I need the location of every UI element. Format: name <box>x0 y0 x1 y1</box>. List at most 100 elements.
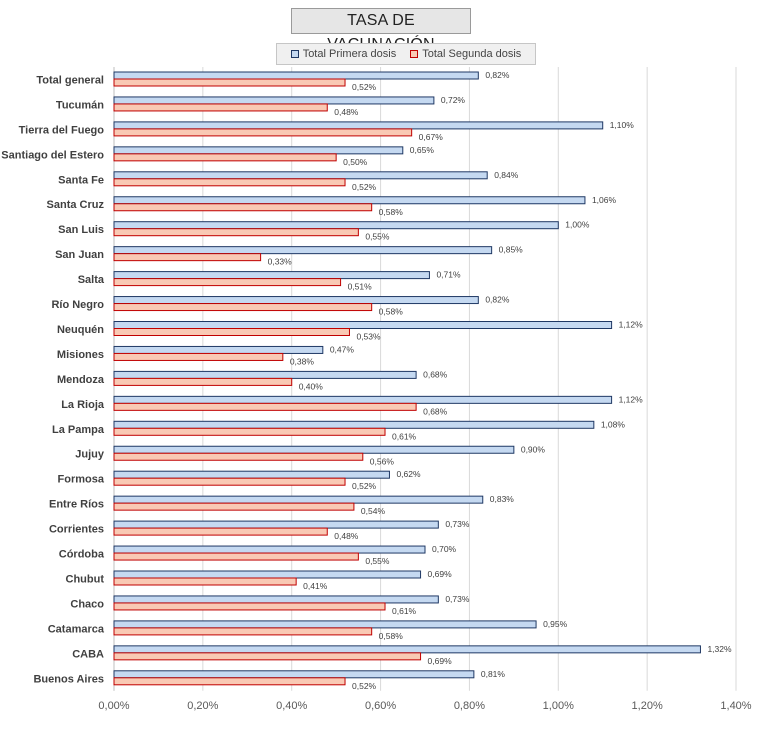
data-label-primera-dosis: 0,62% <box>396 469 421 479</box>
bar-primera-dosis <box>113 570 422 579</box>
data-label-primera-dosis: 1,32% <box>707 644 732 654</box>
data-label-primera-dosis: 0,84% <box>494 170 519 180</box>
data-label-segunda-dosis: 0,50% <box>343 157 368 167</box>
category-label: Chaco <box>70 598 104 610</box>
legend-swatch-segunda <box>410 50 419 58</box>
data-label-primera-dosis: 0,82% <box>485 295 510 305</box>
bar-segunda-dosis <box>113 627 373 636</box>
data-label-segunda-dosis: 0,38% <box>290 356 315 366</box>
bar-primera-dosis <box>113 545 426 554</box>
bar-primera-dosis <box>113 595 439 604</box>
data-label-primera-dosis: 1,08% <box>601 419 626 429</box>
bar-primera-dosis <box>113 370 417 379</box>
bar-segunda-dosis <box>113 402 417 411</box>
bar-primera-dosis <box>113 345 324 354</box>
x-tick-label: 0,80% <box>454 700 485 712</box>
bar-primera-dosis <box>113 196 586 205</box>
data-label-primera-dosis: 0,90% <box>521 444 546 454</box>
data-label-segunda-dosis: 0,55% <box>365 556 390 566</box>
data-label-segunda-dosis: 0,51% <box>348 282 373 292</box>
data-label-segunda-dosis: 0,58% <box>379 631 404 641</box>
data-label-primera-dosis: 0,82% <box>485 70 510 80</box>
data-label-primera-dosis: 0,95% <box>543 619 568 629</box>
bar-segunda-dosis <box>113 652 422 661</box>
x-tick-label: 1,40% <box>720 700 751 712</box>
category-label: Total general <box>36 74 104 86</box>
legend-swatch-primera <box>290 50 299 58</box>
x-tick-label: 1,20% <box>632 700 663 712</box>
bar-segunda-dosis <box>113 452 364 461</box>
data-label-segunda-dosis: 0,54% <box>361 506 386 516</box>
data-label-segunda-dosis: 0,53% <box>356 332 381 342</box>
data-label-segunda-dosis: 0,69% <box>428 656 453 666</box>
x-tick-label: 0,40% <box>276 700 307 712</box>
data-label-primera-dosis: 1,12% <box>619 320 644 330</box>
bar-primera-dosis <box>113 420 595 429</box>
bar-primera-dosis <box>113 221 559 230</box>
bar-segunda-dosis <box>113 153 337 162</box>
bar-primera-dosis <box>113 620 537 629</box>
data-label-primera-dosis: 0,83% <box>490 494 515 504</box>
bar-segunda-dosis <box>113 527 328 536</box>
category-label: Neuquén <box>57 324 104 336</box>
category-label: Corrientes <box>49 524 104 536</box>
data-label-primera-dosis: 0,73% <box>445 594 470 604</box>
data-label-primera-dosis: 1,12% <box>619 394 644 404</box>
bar-primera-dosis <box>113 321 613 329</box>
category-label: CABA <box>72 648 104 660</box>
category-label: Buenos Aires <box>33 673 104 685</box>
data-label-segunda-dosis: 0,52% <box>352 681 377 691</box>
category-label: San Juan <box>55 249 104 261</box>
category-label: La Rioja <box>61 399 105 411</box>
data-label-primera-dosis: 0,65% <box>410 145 435 155</box>
data-label-primera-dosis: 1,06% <box>592 195 617 205</box>
category-label: Tierra del Fuego <box>19 124 105 136</box>
data-label-segunda-dosis: 0,48% <box>334 531 359 541</box>
chart-legend: Total Primera dosis Total Segunda dosis <box>276 43 536 65</box>
bar-primera-dosis <box>113 470 390 479</box>
bar-segunda-dosis <box>113 128 413 137</box>
bar-segunda-dosis <box>113 427 386 436</box>
bar-segunda-dosis <box>113 377 293 386</box>
bar-segunda-dosis <box>113 677 346 686</box>
category-label: Entre Ríos <box>49 499 104 511</box>
bar-segunda-dosis <box>113 103 328 112</box>
bar-primera-dosis <box>113 171 488 180</box>
data-label-primera-dosis: 0,81% <box>481 669 506 679</box>
category-label: Catamarca <box>48 623 105 635</box>
data-label-segunda-dosis: 0,68% <box>423 406 448 416</box>
data-label-segunda-dosis: 0,52% <box>352 481 377 491</box>
data-label-primera-dosis: 0,69% <box>428 569 453 579</box>
bar-primera-dosis <box>113 246 493 255</box>
data-label-segunda-dosis: 0,67% <box>419 132 444 142</box>
category-label: Jujuy <box>75 449 105 461</box>
bar-primera-dosis <box>113 71 479 80</box>
data-label-segunda-dosis: 0,56% <box>370 456 395 466</box>
data-label-segunda-dosis: 0,52% <box>352 82 377 92</box>
data-label-segunda-dosis: 0,52% <box>352 182 377 192</box>
category-label: Córdoba <box>59 549 105 561</box>
data-label-primera-dosis: 0,68% <box>423 369 448 379</box>
x-tick-label: 1,00% <box>543 700 574 712</box>
bar-segunda-dosis <box>113 303 373 312</box>
data-label-primera-dosis: 0,71% <box>436 270 461 280</box>
category-label: Río Negro <box>51 299 104 311</box>
category-label: San Luis <box>58 224 104 236</box>
bar-primera-dosis <box>113 96 435 105</box>
bar-segunda-dosis <box>113 352 284 361</box>
category-label: Mendoza <box>57 374 105 386</box>
category-label: Chubut <box>66 573 105 585</box>
bar-primera-dosis <box>113 146 404 155</box>
data-label-segunda-dosis: 0,41% <box>303 581 328 591</box>
data-label-primera-dosis: 0,47% <box>330 344 355 354</box>
legend-item-segunda: Total Segunda dosis <box>410 48 521 60</box>
category-label: Santa Cruz <box>47 199 105 211</box>
data-label-primera-dosis: 1,00% <box>565 220 590 230</box>
category-label: Salta <box>78 274 105 286</box>
bar-segunda-dosis <box>113 228 359 237</box>
category-label: La Pampa <box>52 424 105 436</box>
bar-primera-dosis <box>113 670 475 679</box>
bar-segunda-dosis <box>113 328 350 336</box>
